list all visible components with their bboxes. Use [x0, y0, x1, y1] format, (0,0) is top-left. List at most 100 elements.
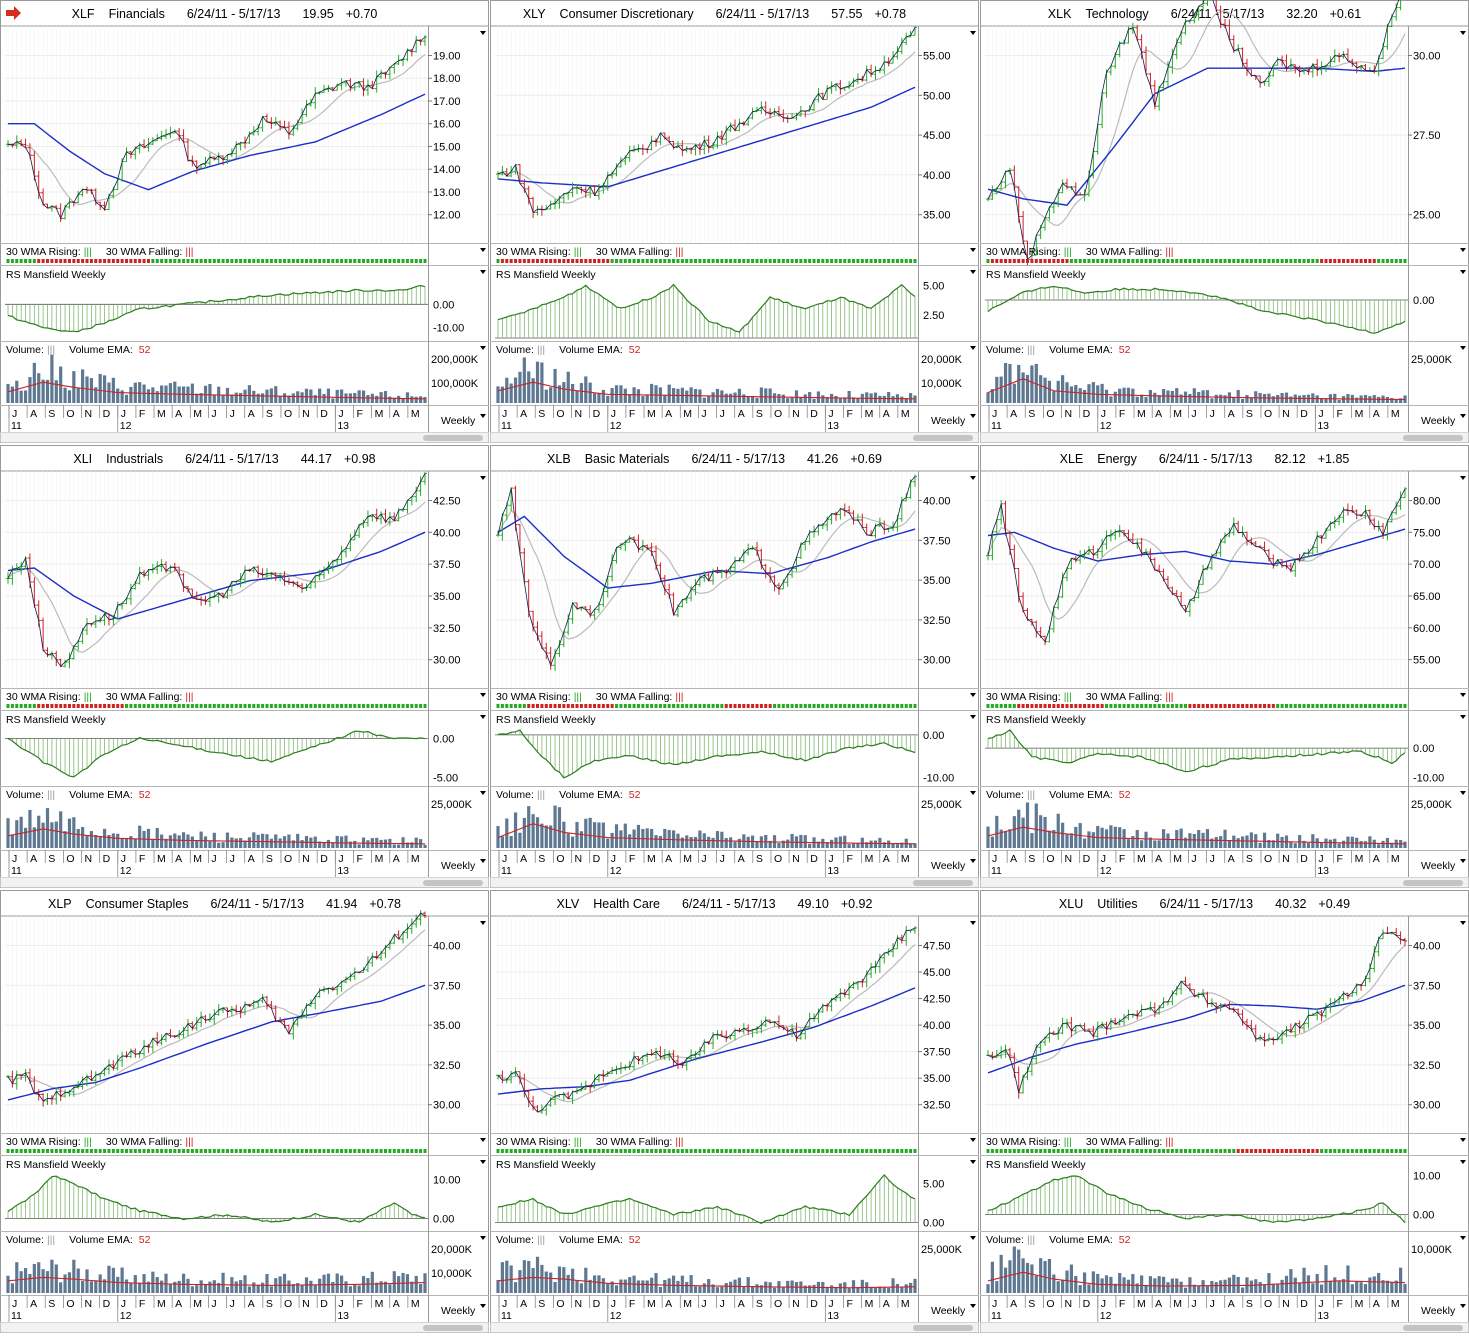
chevron-down-icon[interactable]	[970, 270, 976, 274]
period-selector[interactable]: Weekly	[931, 1305, 966, 1317]
chevron-down-icon[interactable]	[480, 791, 486, 795]
chevron-down-icon[interactable]	[1460, 414, 1466, 418]
scrollbar-track[interactable]	[980, 877, 1469, 888]
chevron-down-icon[interactable]	[1460, 1236, 1466, 1240]
scrollbar-thumb[interactable]	[913, 435, 973, 441]
chevron-down-icon[interactable]	[480, 693, 486, 697]
chevron-down-icon[interactable]	[1460, 859, 1466, 863]
chevron-down-icon[interactable]	[480, 1160, 486, 1164]
chevron-down-icon[interactable]	[480, 921, 486, 925]
volume-bar	[619, 830, 623, 848]
wma-direction-mark	[274, 1149, 278, 1153]
scrollbar-thumb[interactable]	[1403, 880, 1463, 886]
scrollbar-thumb[interactable]	[913, 880, 973, 886]
wma-direction-mark	[1372, 259, 1376, 263]
chevron-down-icon[interactable]	[970, 1160, 976, 1164]
chevron-down-icon[interactable]	[1460, 270, 1466, 274]
chevron-down-icon[interactable]	[970, 715, 976, 719]
chevron-down-icon[interactable]	[970, 791, 976, 795]
scrollbar-thumb[interactable]	[1403, 435, 1463, 441]
period-selector[interactable]: Weekly	[931, 860, 966, 872]
chevron-down-icon[interactable]	[480, 1138, 486, 1142]
chevron-down-icon[interactable]	[480, 1304, 486, 1308]
title-symbol: XLU	[1059, 897, 1083, 911]
chevron-down-icon[interactable]	[970, 693, 976, 697]
chevron-down-icon[interactable]	[970, 921, 976, 925]
scrollbar-thumb[interactable]	[913, 1325, 973, 1331]
scrollbar-track[interactable]	[0, 1322, 489, 1333]
chevron-down-icon[interactable]	[1460, 791, 1466, 795]
wma-direction-mark	[414, 704, 418, 708]
volume-ema-label: Volume EMA:	[1049, 789, 1113, 801]
month-tick-label: O	[1264, 408, 1272, 420]
scrollbar-track[interactable]	[0, 432, 489, 443]
wma-direction-mark	[1021, 1149, 1025, 1153]
wma-direction-mark	[1047, 259, 1051, 263]
wma-direction-mark	[410, 259, 414, 263]
chevron-down-icon[interactable]	[480, 715, 486, 719]
chevron-down-icon[interactable]	[970, 346, 976, 350]
chevron-down-icon[interactable]	[970, 476, 976, 480]
volume-bar	[1219, 836, 1223, 848]
period-selector[interactable]: Weekly	[1421, 415, 1456, 427]
chevron-down-icon[interactable]	[970, 1304, 976, 1308]
red-right-arrow-icon[interactable]	[6, 6, 22, 20]
volume-bar	[177, 835, 181, 848]
scrollbar-thumb[interactable]	[423, 1325, 483, 1331]
chevron-down-icon[interactable]	[1460, 1304, 1466, 1308]
chevron-down-icon[interactable]	[1460, 1160, 1466, 1164]
wma-direction-mark	[1069, 704, 1073, 708]
chevron-down-icon[interactable]	[480, 476, 486, 480]
period-selector[interactable]: Weekly	[931, 415, 966, 427]
period-selector[interactable]: Weekly	[1421, 1305, 1456, 1317]
period-selector[interactable]: Weekly	[1421, 860, 1456, 872]
chevron-down-icon[interactable]	[970, 1236, 976, 1240]
chevron-down-icon[interactable]	[480, 859, 486, 863]
scrollbar-track[interactable]	[490, 1322, 979, 1333]
chevron-down-icon[interactable]	[1460, 248, 1466, 252]
scrollbar-thumb[interactable]	[423, 435, 483, 441]
chevron-down-icon[interactable]	[1460, 476, 1466, 480]
scrollbar-track[interactable]	[980, 1322, 1469, 1333]
chevron-down-icon[interactable]	[480, 248, 486, 252]
chevron-down-icon[interactable]	[480, 31, 486, 35]
volume-bar	[1157, 840, 1161, 848]
chevron-down-icon[interactable]	[970, 859, 976, 863]
chevron-down-icon[interactable]	[480, 414, 486, 418]
volume-bar	[76, 828, 80, 848]
period-selector[interactable]: Weekly	[441, 860, 476, 872]
chevron-down-icon[interactable]	[1460, 921, 1466, 925]
chevron-down-icon[interactable]	[970, 1138, 976, 1142]
wma-direction-mark	[1140, 1149, 1144, 1153]
volume-bar	[755, 397, 759, 403]
chevron-down-icon[interactable]	[970, 414, 976, 418]
wma-direction-mark	[274, 704, 278, 708]
scrollbar-track[interactable]	[0, 877, 489, 888]
wma-direction-mark	[1311, 1149, 1315, 1153]
wma-direction-mark	[904, 259, 908, 263]
scrollbar-track[interactable]	[490, 432, 979, 443]
chevron-down-icon[interactable]	[1460, 346, 1466, 350]
chevron-down-icon[interactable]	[1460, 693, 1466, 697]
scrollbar-thumb[interactable]	[423, 880, 483, 886]
chevron-down-icon[interactable]	[480, 346, 486, 350]
wma-direction-mark	[1337, 704, 1341, 708]
chevron-down-icon[interactable]	[480, 1236, 486, 1240]
period-selector[interactable]: Weekly	[441, 1305, 476, 1317]
chevron-down-icon[interactable]	[1460, 1138, 1466, 1142]
chevron-down-icon[interactable]	[480, 270, 486, 274]
wma-direction-mark	[85, 259, 89, 263]
chevron-down-icon[interactable]	[1460, 31, 1466, 35]
chevron-down-icon[interactable]	[970, 31, 976, 35]
period-selector[interactable]: Weekly	[441, 415, 476, 427]
chevron-down-icon[interactable]	[1460, 715, 1466, 719]
volume-bar	[1197, 1286, 1201, 1293]
scrollbar-track[interactable]	[490, 877, 979, 888]
volume-bar	[891, 396, 895, 403]
scrollbar-track[interactable]	[980, 432, 1469, 443]
wma-direction-mark	[830, 704, 834, 708]
volume-bar	[296, 1283, 300, 1293]
scrollbar-thumb[interactable]	[1403, 1325, 1463, 1331]
chevron-down-icon[interactable]	[970, 248, 976, 252]
volume-bar	[1069, 386, 1073, 403]
